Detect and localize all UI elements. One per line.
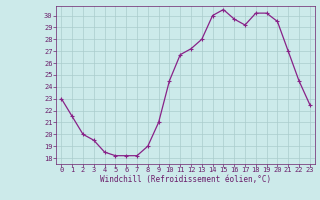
X-axis label: Windchill (Refroidissement éolien,°C): Windchill (Refroidissement éolien,°C) bbox=[100, 175, 271, 184]
